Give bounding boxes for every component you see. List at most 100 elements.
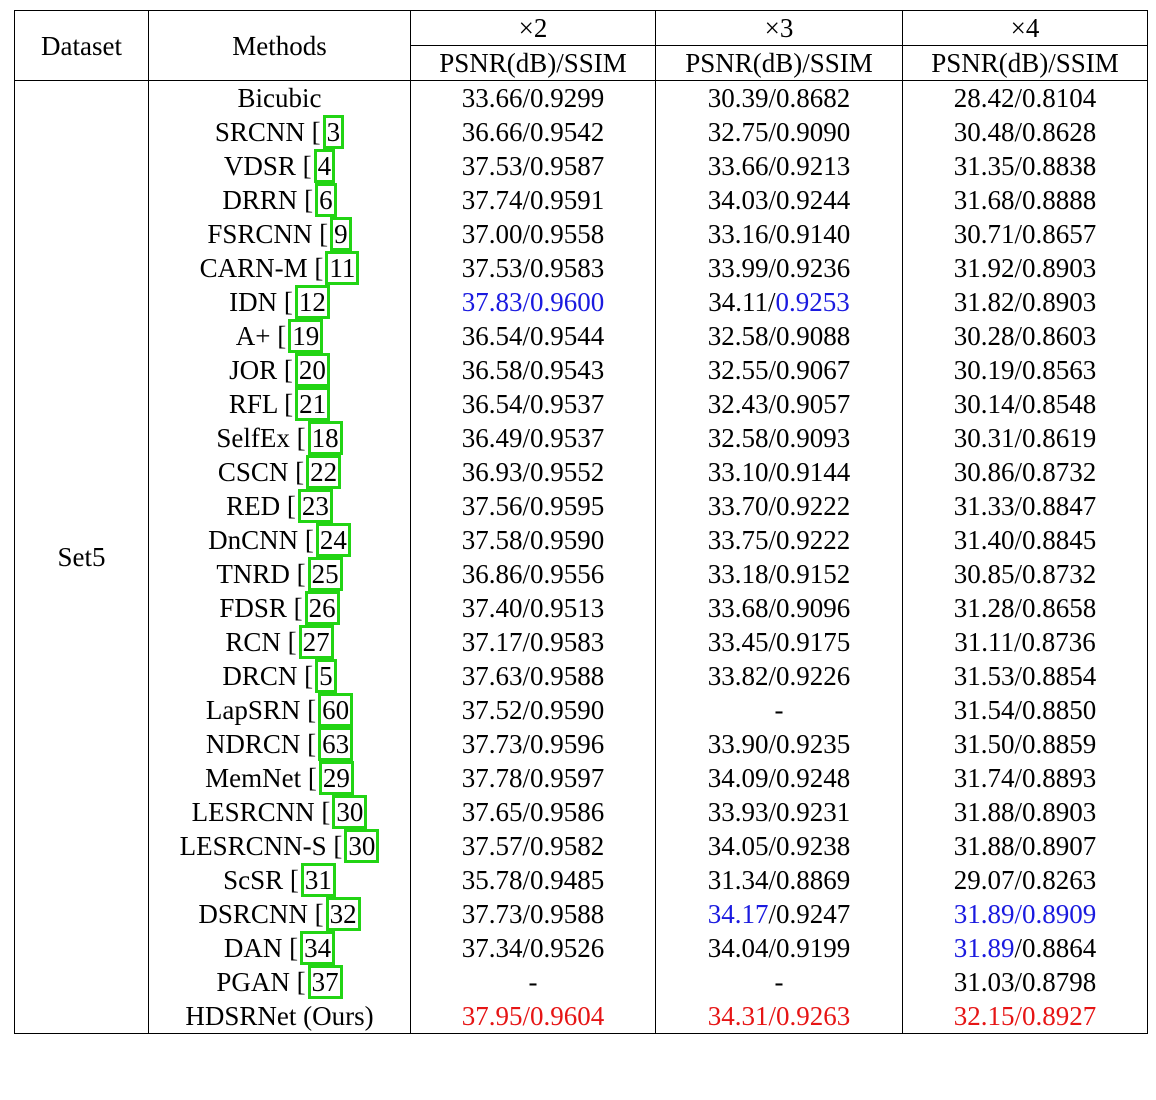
- result-cell-x2: 37.63/0.9588: [410, 659, 656, 693]
- result-cell-x3: 34.09/0.9248: [655, 761, 903, 795]
- table-row: Set5 Bicubic 33.66/0.9299 30.39/0.8682 28.42…: [14, 80, 1148, 1034]
- result-cell-x4: 29.07/0.8263: [902, 863, 1148, 897]
- result-cell-x4: 30.28/0.8603: [902, 319, 1148, 353]
- result-cell-x4: 28.42/0.8104: [902, 80, 1148, 115]
- table-row: RCN [27 37.17/0.9583 33.45/0.9175 31.11/0.8…: [15, 625, 1148, 659]
- result-part: 0.9253: [775, 287, 850, 317]
- results-table: Dataset Methods ×2 ×3 ×4 PSNR(dB)/SSIM P…: [14, 10, 1148, 1034]
- citation-link[interactable]: 5: [315, 659, 337, 693]
- method-name: LapSRN: [205, 695, 301, 725]
- result-cell-x3: 32.75/0.9090: [655, 115, 903, 149]
- result-cell-x4: 31.50/0.8859: [902, 727, 1148, 761]
- citation-link[interactable]: 25: [307, 557, 343, 591]
- method-cell: RFL [21: [148, 387, 411, 421]
- ref-bracket: [: [312, 219, 329, 249]
- citation-link[interactable]: 26: [304, 591, 340, 625]
- citation-link[interactable]: 23: [297, 489, 333, 523]
- result-cell-x4: 31.89/0.8909: [902, 897, 1148, 931]
- method-cell: Bicubic: [148, 80, 411, 115]
- citation-link[interactable]: 63: [318, 727, 354, 761]
- method-name: CSCN: [217, 457, 289, 487]
- result-cell-x4: 30.86/0.8732: [902, 455, 1148, 489]
- result-cell-x3: 32.58/0.9093: [655, 421, 903, 455]
- result-cell-x2: 37.73/0.9588: [410, 897, 656, 931]
- ref-bracket: [: [270, 321, 287, 351]
- citation-link[interactable]: 37: [307, 965, 343, 999]
- result-cell-x2: 37.53/0.9587: [410, 149, 656, 183]
- result-cell-x2: 36.54/0.9537: [410, 387, 656, 421]
- method-name: FSRCNN: [207, 219, 313, 249]
- citation-link[interactable]: 32: [325, 897, 361, 931]
- citation-link[interactable]: 34: [300, 931, 336, 965]
- table-row: RED [23 37.56/0.9595 33.70/0.9222 31.33/0.8…: [15, 489, 1148, 523]
- method-cell: DRRN [6: [148, 183, 411, 217]
- citation-link[interactable]: 24: [315, 523, 351, 557]
- method-name: TNRD: [216, 559, 290, 589]
- citation-link[interactable]: 11: [325, 251, 360, 285]
- method-cell: LESRCNN-S [30: [148, 829, 411, 863]
- ref-bracket: [: [298, 525, 314, 555]
- result-cell-x4: 31.88/0.8903: [902, 795, 1148, 829]
- table-row: CARN-M [11 37.53/0.9583 33.99/0.9236 31.92/…: [15, 251, 1148, 285]
- ref-bracket: [: [300, 695, 317, 725]
- citation-link[interactable]: 18: [307, 421, 343, 455]
- citation-link[interactable]: 31: [300, 863, 336, 897]
- ref-bracket: [: [301, 763, 317, 793]
- result-cell-x3: 33.16/0.9140: [655, 217, 903, 251]
- citation-link[interactable]: 60: [318, 693, 354, 727]
- method-cell: SRCNN [3: [148, 115, 411, 149]
- result-cell-x4: 30.71/0.8657: [902, 217, 1148, 251]
- ref-bracket: [: [307, 899, 324, 929]
- method-name: A+: [235, 321, 271, 351]
- citation-link[interactable]: 4: [313, 149, 336, 183]
- citation-link[interactable]: 20: [294, 353, 330, 387]
- result-cell-x2: 37.34/0.9526: [410, 931, 656, 965]
- citation-link[interactable]: 12: [294, 285, 330, 319]
- citation-link[interactable]: 29: [318, 761, 354, 795]
- result-cell-x3: 34.17/0.9247: [655, 897, 903, 931]
- method-cell: VDSR [4: [148, 149, 411, 183]
- citation-link[interactable]: 21: [295, 387, 331, 421]
- result-cell-x3: 33.18/0.9152: [655, 557, 903, 591]
- result-cell-x2: 37.57/0.9582: [410, 829, 656, 863]
- result-cell-x2: 37.58/0.9590: [410, 523, 656, 557]
- table-row: DnCNN [24 37.58/0.9590 33.75/0.9222 31.40/0…: [15, 523, 1148, 557]
- ref-bracket: [: [297, 661, 314, 691]
- methods-header: Methods: [148, 10, 411, 81]
- citation-link[interactable]: 22: [306, 455, 342, 489]
- table-row: FDSR [26 37.40/0.9513 33.68/0.9096 31.28/0.…: [15, 591, 1148, 625]
- result-cell-x2: 36.93/0.9552: [410, 455, 656, 489]
- citation-link[interactable]: 27: [298, 625, 334, 659]
- method-cell: JOR [20: [148, 353, 411, 387]
- citation-link[interactable]: 6: [315, 183, 337, 217]
- method-name: DRCN: [222, 661, 298, 691]
- table-row: VDSR [4 37.53/0.9587 33.66/0.9213 31.35/0.8…: [15, 149, 1148, 183]
- method-cell: LESRCNN [30: [148, 795, 411, 829]
- scale-header-x2: ×2: [410, 10, 656, 46]
- result-cell-x2: 37.53/0.9583: [410, 251, 656, 285]
- result-cell-x3: -: [655, 693, 903, 727]
- method-name: HDSRNet (Ours): [185, 1001, 374, 1031]
- result-cell-x2: 37.56/0.9595: [410, 489, 656, 523]
- table-row: ScSR [31 35.78/0.9485 31.34/0.8869 29.07/0.…: [15, 863, 1148, 897]
- result-cell-x2: 36.86/0.9556: [410, 557, 656, 591]
- method-name: IDN: [229, 287, 278, 317]
- table-row: SRCNN [3 36.66/0.9542 32.75/0.9090 30.48/0.…: [15, 115, 1148, 149]
- result-cell-x3: 31.34/0.8869: [655, 863, 903, 897]
- result-cell-x2: 37.78/0.9597: [410, 761, 656, 795]
- citation-link[interactable]: 19: [288, 319, 324, 353]
- citation-link[interactable]: 30: [332, 795, 368, 829]
- result-cell-x3: 32.55/0.9067: [655, 353, 903, 387]
- result-cell-x2: 36.54/0.9544: [410, 319, 656, 353]
- result-cell-x4: 31.53/0.8854: [902, 659, 1148, 693]
- ref-bracket: [: [295, 151, 312, 181]
- result-cell-x4: 31.11/0.8736: [902, 625, 1148, 659]
- result-cell-x4: 31.68/0.8888: [902, 183, 1148, 217]
- method-cell: HDSRNet (Ours): [148, 999, 411, 1034]
- result-part: 0.9247: [776, 899, 851, 929]
- citation-link[interactable]: 3: [322, 115, 345, 149]
- citation-link[interactable]: 9: [330, 217, 352, 251]
- result-cell-x4: 31.28/0.8658: [902, 591, 1148, 625]
- method-name: RFL: [228, 389, 278, 419]
- citation-link[interactable]: 30: [344, 829, 380, 863]
